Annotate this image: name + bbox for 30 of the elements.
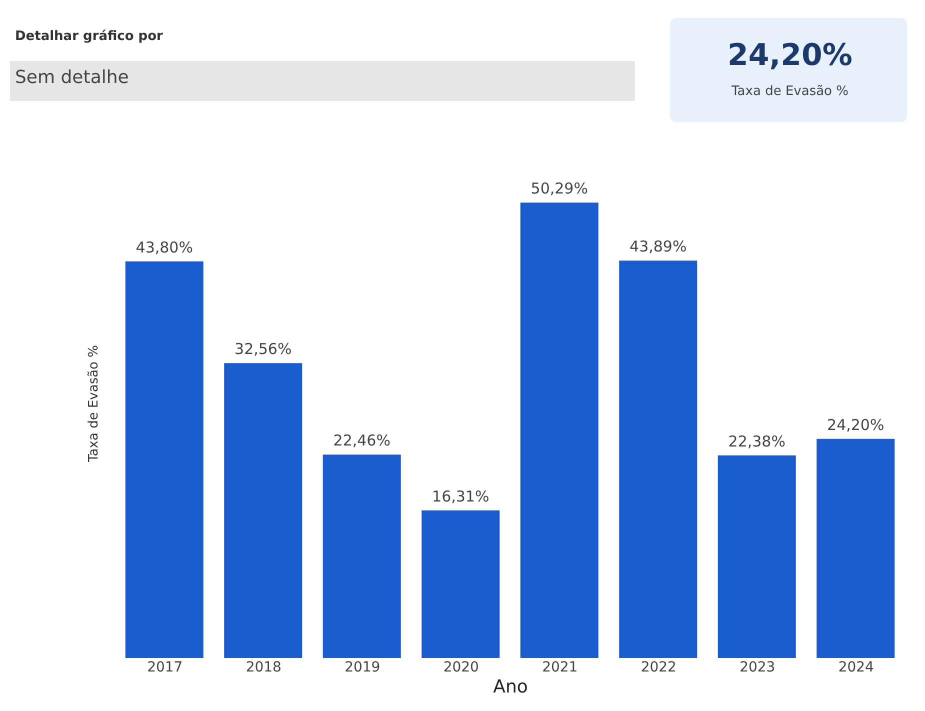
text: 24,20% (728, 38, 852, 73)
text: Sem detalhe (15, 67, 129, 88)
text: Taxa de Evasão % (730, 84, 848, 99)
x-tick-label: 2020 (443, 660, 479, 676)
x-tick-label: 2017 (147, 660, 183, 676)
x-tick-label: 2022 (640, 660, 676, 676)
bar (718, 455, 796, 658)
data-label: 32,56% (234, 340, 292, 358)
x-tick-label: 2019 (344, 660, 380, 676)
bar (619, 260, 698, 658)
data-label: 24,20% (827, 416, 884, 434)
bar (422, 510, 500, 658)
bar (816, 438, 895, 658)
x-axis-title: Ano (493, 676, 528, 698)
bar (322, 454, 401, 658)
bar (125, 261, 204, 658)
data-label: 50,29% (530, 180, 588, 198)
data-label: 43,80% (136, 238, 193, 256)
x-tick-label: 2024 (838, 660, 874, 676)
text: Detalhar gráfico por (15, 29, 164, 44)
x-tick-label: 2018 (246, 660, 282, 676)
data-label: 43,89% (630, 238, 687, 256)
data-label: 16,31% (432, 487, 490, 506)
bar (520, 202, 598, 658)
x-tick-label: 2023 (740, 660, 776, 676)
x-tick-label: 2021 (542, 660, 578, 676)
data-label: 22,46% (333, 432, 390, 450)
bar (224, 363, 302, 658)
y-axis-title: Taxa de Evasão % (86, 345, 102, 463)
data-label: 22,38% (728, 432, 786, 450)
